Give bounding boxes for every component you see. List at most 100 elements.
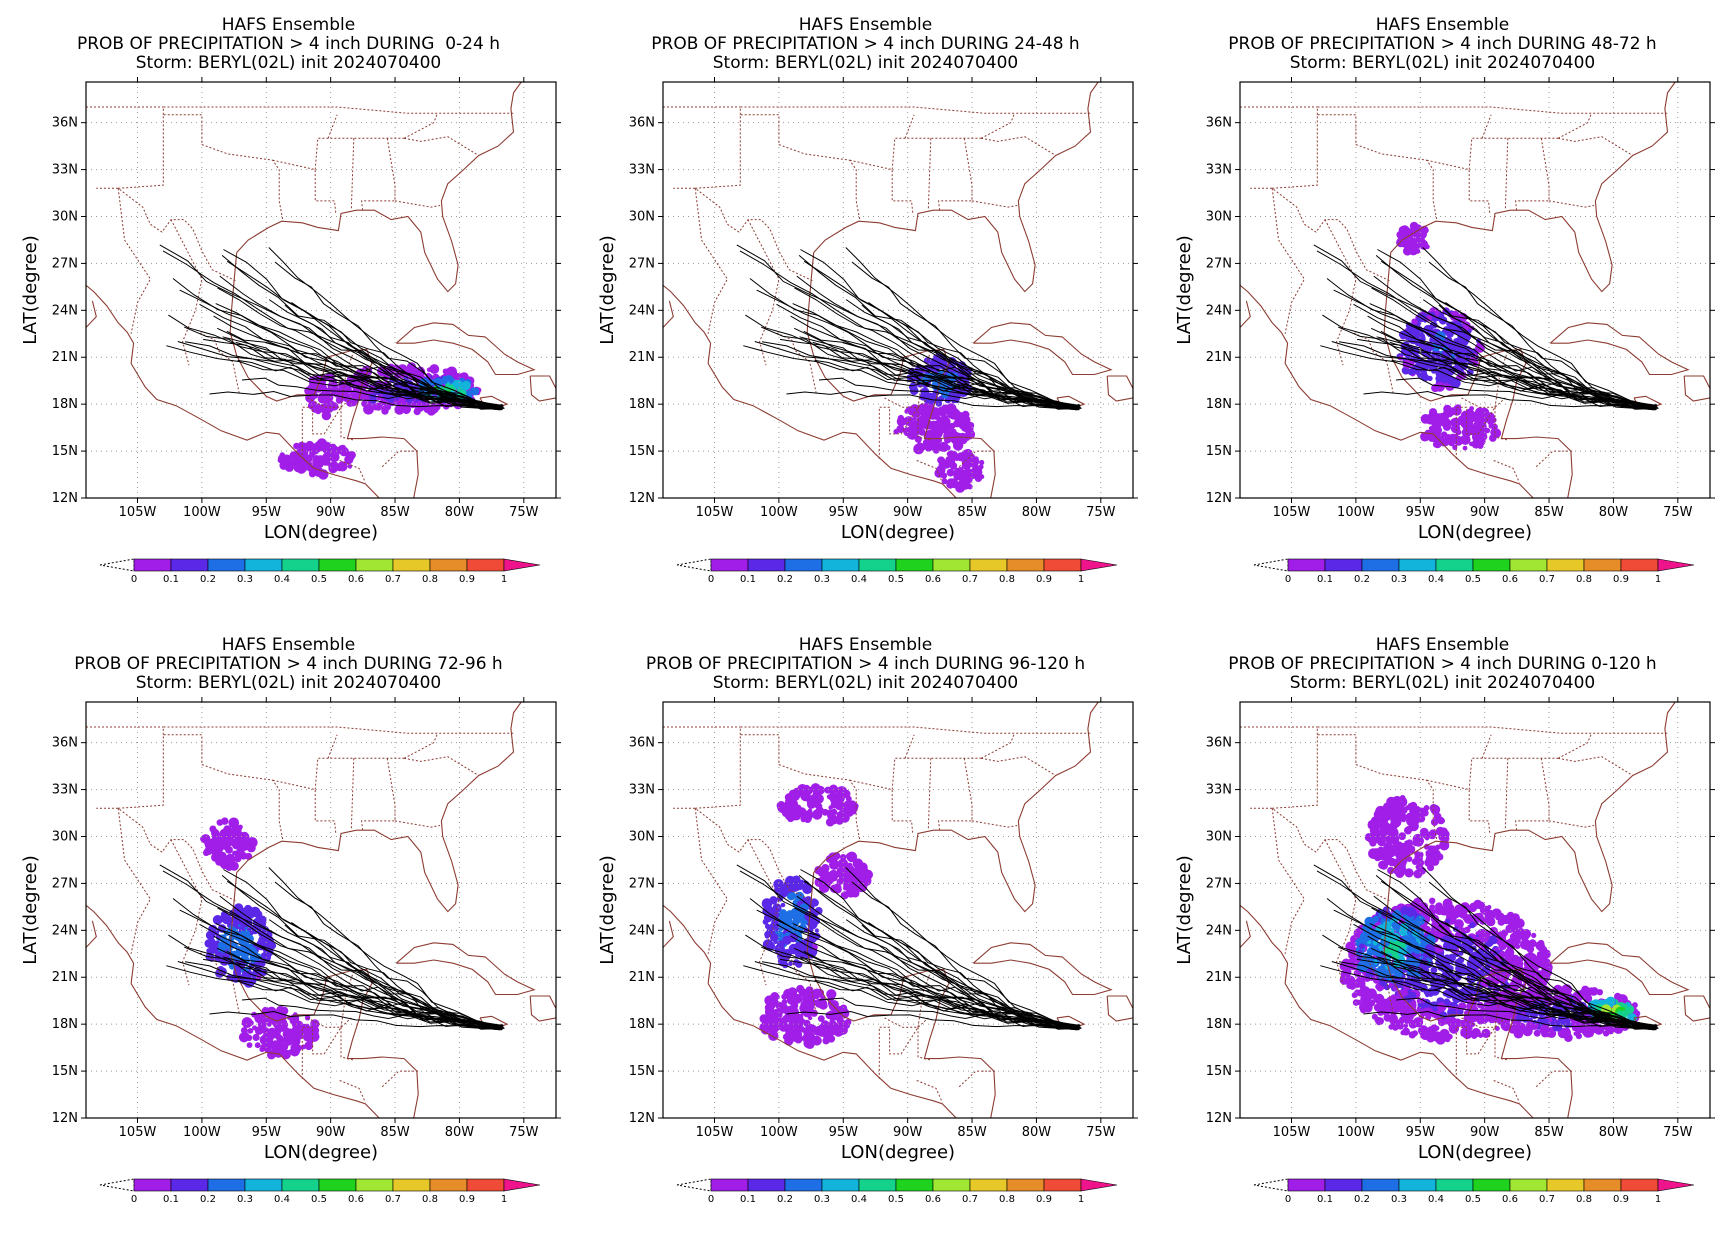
precip-cell [1440, 1003, 1447, 1010]
precip-cell [948, 411, 954, 417]
ensemble-track [1326, 898, 1654, 1027]
lat-tick-label: 33N [1206, 783, 1232, 798]
precip-cell [923, 398, 929, 404]
political-borders [663, 106, 1091, 483]
colorbar-swatch [932, 558, 971, 572]
precip-cell [955, 415, 965, 426]
precip-cell [912, 416, 917, 421]
precip-cell [971, 462, 979, 471]
colorbar-tick-label: 0.4 [1428, 574, 1444, 585]
precip-cell [831, 871, 838, 878]
border-line [340, 407, 354, 441]
border-line [747, 839, 780, 986]
ensemble-tracks [159, 864, 505, 1031]
precip-cell [811, 898, 817, 904]
border-line [1316, 726, 1668, 735]
plot-area [663, 702, 1133, 1118]
border-line [1481, 734, 1492, 759]
coastline [813, 82, 1099, 293]
border-line [197, 951, 240, 1014]
colorbar-swatch [170, 1178, 209, 1192]
precip-cell [786, 891, 796, 901]
lat-tick-label: 30N [1206, 829, 1232, 844]
precip-cell [817, 1015, 825, 1022]
precip-cell [764, 1007, 776, 1018]
precip-cell [209, 825, 217, 833]
lat-tick-label: 24N [52, 303, 78, 318]
precip-cell [1404, 840, 1410, 846]
precip-cell [274, 1034, 280, 1040]
precip-cell [1385, 835, 1393, 844]
border-line [1481, 114, 1492, 139]
precip-cell [1387, 866, 1395, 875]
precip-cell [941, 478, 948, 485]
border-line [1250, 807, 1390, 902]
precip-cell [824, 786, 832, 794]
precip-cell [238, 824, 243, 830]
coastline [1240, 300, 1251, 328]
precip-cell [237, 846, 245, 854]
precip-cell [1481, 905, 1490, 914]
ensemble-track [736, 244, 1081, 406]
colorbar-tick-label: 0.6 [1502, 1194, 1518, 1205]
y-axis-label: LAT(degree) [1174, 855, 1195, 964]
precip-cell [1477, 442, 1484, 449]
lat-tick-label: 21N [629, 350, 655, 365]
colorbar-swatch [1509, 558, 1548, 572]
precip-cell [836, 789, 848, 800]
lat-tick-label: 30N [52, 209, 78, 224]
precip-cell [1469, 922, 1476, 929]
lat-tick-label: 15N [1206, 1064, 1232, 1079]
coastline [86, 300, 97, 328]
colorbar-swatch [1546, 1178, 1585, 1192]
ensemble-track [159, 864, 504, 1026]
colorbar-tick-label: 0.3 [237, 574, 253, 585]
precip-cell [228, 827, 239, 839]
precip-cell [293, 442, 300, 450]
precip-cell [947, 478, 955, 487]
colorbar-under-arrow [1253, 558, 1289, 572]
colorbar: 0 0.1 0.2 0.3 0.4 0.5 0.6 0.7 0.8 0.9 1 [99, 558, 541, 585]
precip-cell [796, 880, 805, 889]
precip-cell [961, 449, 972, 460]
precip-cell [1488, 423, 1494, 429]
political-borders [1240, 726, 1668, 1103]
border-line [884, 1017, 918, 1028]
plot-area [86, 702, 556, 1118]
precip-cell [445, 368, 453, 376]
border-line [403, 733, 438, 759]
precip-cell [829, 859, 840, 870]
precip-cell [381, 405, 389, 413]
map-plot: 105W 100W 95W 90W 85W 80W 75W 12N 15N 18N 21N 24N 27… [597, 77, 1138, 585]
precip-cell [1434, 426, 1443, 434]
colorbar-tick-label: 0.8 [999, 1194, 1015, 1205]
precip-cell [247, 1028, 253, 1034]
x-axis-label: LON(degree) [264, 522, 378, 543]
precip-cell [779, 914, 786, 921]
border-line [1272, 114, 1438, 222]
panel-title-line1: HAFS Ensemble [798, 635, 933, 655]
plot-content [663, 82, 1133, 498]
x-axis-label: LON(degree) [1418, 1142, 1532, 1163]
lon-tick-label: 105W [119, 505, 157, 520]
precip-cell [1427, 375, 1433, 382]
precip-cell [907, 431, 914, 438]
plot-frame [1239, 81, 1711, 499]
ensemble-track [184, 341, 503, 409]
precip-cell [940, 411, 947, 418]
border-line [774, 331, 817, 394]
precip-cell [1411, 826, 1417, 831]
precip-cell [800, 920, 805, 926]
precip-cell [850, 888, 860, 898]
colorbar-swatch [1043, 1178, 1082, 1192]
precip-cell [245, 852, 253, 861]
plot-content [1240, 82, 1710, 498]
precip-cell [234, 855, 242, 863]
precip-cell [795, 807, 801, 813]
precip-cell [770, 992, 780, 1001]
precip-cell [1383, 945, 1393, 955]
precip-cell [934, 468, 944, 478]
lon-tick-label: 95W [829, 1125, 859, 1140]
colorbar-over-arrow [1080, 558, 1118, 572]
precip-cell [791, 993, 802, 1004]
